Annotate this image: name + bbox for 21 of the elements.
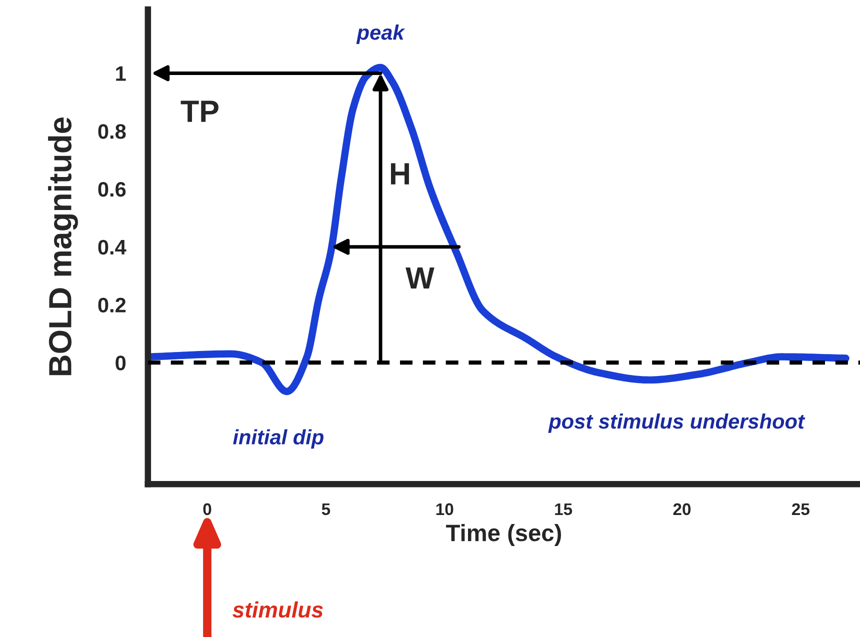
x-tick-label: 10 bbox=[436, 503, 454, 516]
x-tick-label: 5 bbox=[322, 503, 330, 516]
x-axis-title: Time (sec) bbox=[446, 524, 561, 546]
annotation: TP bbox=[180, 100, 218, 122]
annotation: W bbox=[406, 267, 434, 289]
annotation: initial dip bbox=[233, 429, 324, 449]
x-tick-label: 15 bbox=[555, 503, 572, 516]
y-tick-label: 0 bbox=[116, 356, 126, 370]
annotation: H bbox=[390, 163, 409, 184]
y-tick-label: 0.8 bbox=[98, 124, 126, 139]
x-tick-label: 0 bbox=[203, 503, 212, 516]
y-tick-label: 0.2 bbox=[98, 298, 126, 312]
annotation: peak bbox=[356, 24, 406, 44]
y-tick-label: 1 bbox=[116, 66, 126, 81]
text: stimulus bbox=[232, 601, 323, 618]
y-axis-title: BOLD magnitude bbox=[48, 117, 78, 376]
y-tick-label: 0.6 bbox=[98, 182, 126, 197]
x-tick-label: 25 bbox=[792, 503, 810, 516]
x-tick-label: 20 bbox=[673, 503, 691, 516]
y-tick-label: 0.4 bbox=[98, 240, 126, 255]
annotation: post stimulus undershoot bbox=[548, 413, 806, 433]
